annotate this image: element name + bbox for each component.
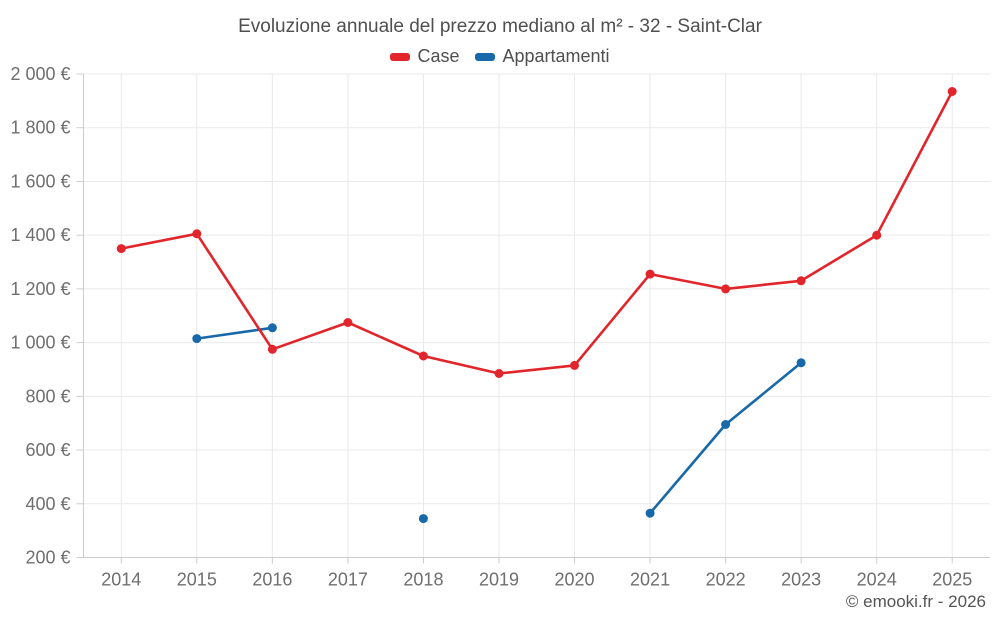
- case-point-2016[interactable]: [267, 344, 277, 354]
- appartamenti-point-2016[interactable]: [267, 323, 277, 333]
- y-axis-label: 2 000 €: [10, 64, 70, 84]
- appartamenti-point-2015[interactable]: [192, 334, 202, 344]
- appartamenti-point-2018[interactable]: [418, 514, 428, 524]
- case-point-2019[interactable]: [494, 369, 504, 378]
- case-point-2022[interactable]: [721, 284, 731, 294]
- chart-title: Evoluzione annuale del prezzo mediano al…: [238, 16, 762, 37]
- case-series-swatch: [390, 52, 411, 61]
- legend: Case Appartamenti: [0, 46, 1000, 67]
- appartamenti-point-2021[interactable]: [645, 508, 655, 518]
- legend-label-appartamenti: Appartamenti: [502, 46, 610, 66]
- x-axis-label: 2025: [932, 570, 972, 590]
- case-point-2020[interactable]: [570, 360, 579, 370]
- y-axis-label: 1 600 €: [10, 171, 70, 191]
- legend-item-case[interactable]: Case: [390, 46, 459, 67]
- x-axis-label: 2019: [479, 570, 519, 590]
- case-point-2017[interactable]: [343, 318, 353, 327]
- x-axis-label: 2015: [177, 570, 217, 590]
- y-axis-label: 1 800 €: [10, 118, 70, 138]
- x-axis-label: 2024: [857, 570, 897, 590]
- x-axis-label: 2018: [403, 570, 443, 590]
- appartamenti-point-2023[interactable]: [796, 358, 806, 368]
- x-axis-label: 2022: [706, 570, 746, 590]
- x-axis-label: 2014: [101, 570, 141, 590]
- case-point-2014[interactable]: [116, 244, 126, 254]
- case-point-2018[interactable]: [418, 351, 428, 361]
- appartamenti-series-swatch: [475, 52, 496, 61]
- case-point-2024[interactable]: [872, 230, 882, 240]
- case-point-2015[interactable]: [192, 229, 202, 239]
- x-axis-label: 2023: [781, 570, 821, 590]
- y-axis-label: 800 €: [25, 386, 70, 406]
- y-axis-label: 200 €: [25, 548, 70, 568]
- y-axis-label: 1 000 €: [10, 333, 70, 353]
- x-axis-label: 2017: [328, 570, 368, 590]
- y-axis-label: 600 €: [25, 440, 70, 460]
- case-point-2025[interactable]: [947, 87, 957, 96]
- case-point-2023[interactable]: [796, 276, 806, 286]
- case-point-2021[interactable]: [645, 269, 655, 279]
- y-axis-label: 400 €: [25, 494, 70, 514]
- x-axis-label: 2020: [554, 570, 594, 590]
- copyright: © emooki.fr - 2026: [845, 592, 986, 611]
- legend-label-case: Case: [417, 46, 460, 66]
- x-axis-label: 2016: [252, 570, 292, 590]
- case-series-line: [120, 90, 954, 375]
- y-axis-label: 1 400 €: [10, 225, 70, 245]
- y-axis-label: 1 200 €: [10, 279, 70, 299]
- x-axis-label: 2021: [630, 570, 670, 590]
- appartamenti-point-2022[interactable]: [721, 420, 731, 429]
- legend-item-appartamenti[interactable]: Appartamenti: [475, 46, 610, 67]
